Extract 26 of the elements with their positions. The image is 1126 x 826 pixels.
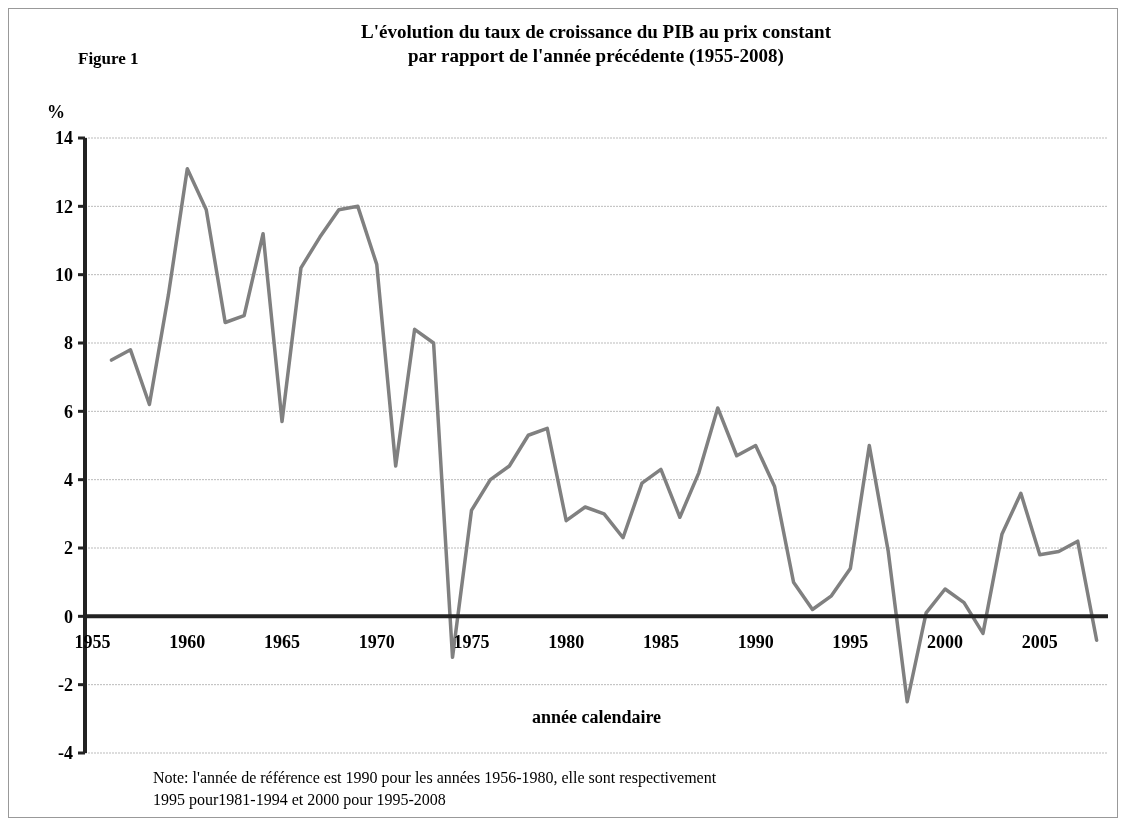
x-tick-label: 1960 [169, 632, 206, 653]
x-tick-label: 1995 [832, 632, 869, 653]
x-tick-label: 1970 [358, 632, 395, 653]
y-tick-label: 2 [64, 538, 73, 559]
y-tick-label: 8 [64, 333, 73, 354]
y-tick-label: -2 [58, 674, 73, 695]
x-tick-label: 1985 [642, 632, 679, 653]
chart-title: L'évolution du taux de croissance du PIB au prix constant par rapport de l'année précédente (1955-2008) [361, 21, 832, 67]
y-tick-label: 14 [55, 128, 73, 149]
y-tick-label: 10 [55, 264, 73, 285]
x-tick-label: 2000 [927, 632, 964, 653]
y-axis-title: % [47, 102, 65, 122]
x-tick-label: 2005 [1021, 632, 1058, 653]
x-tick-label: 1975 [453, 632, 490, 653]
y-tick-label: 12 [55, 196, 73, 217]
x-tick-label: 1965 [264, 632, 301, 653]
x-axis-title: année calendaire [531, 707, 662, 727]
y-tick-label: 6 [64, 401, 73, 422]
x-tick-label: 1990 [737, 632, 774, 653]
x-tick-label: 1980 [548, 632, 585, 653]
y-tick-label: 4 [64, 469, 73, 490]
y-tick-label: 0 [64, 606, 73, 627]
line-series [109, 167, 1099, 704]
text: Note: l'année de référence est 1990 pour les années 1956-1980, elle sont respectivement 1995 pour1981-1994 et 2000 pour 1995-2008 [153, 769, 717, 809]
y-tick-label: -4 [58, 743, 73, 764]
caption: Figure 1 [78, 49, 139, 68]
